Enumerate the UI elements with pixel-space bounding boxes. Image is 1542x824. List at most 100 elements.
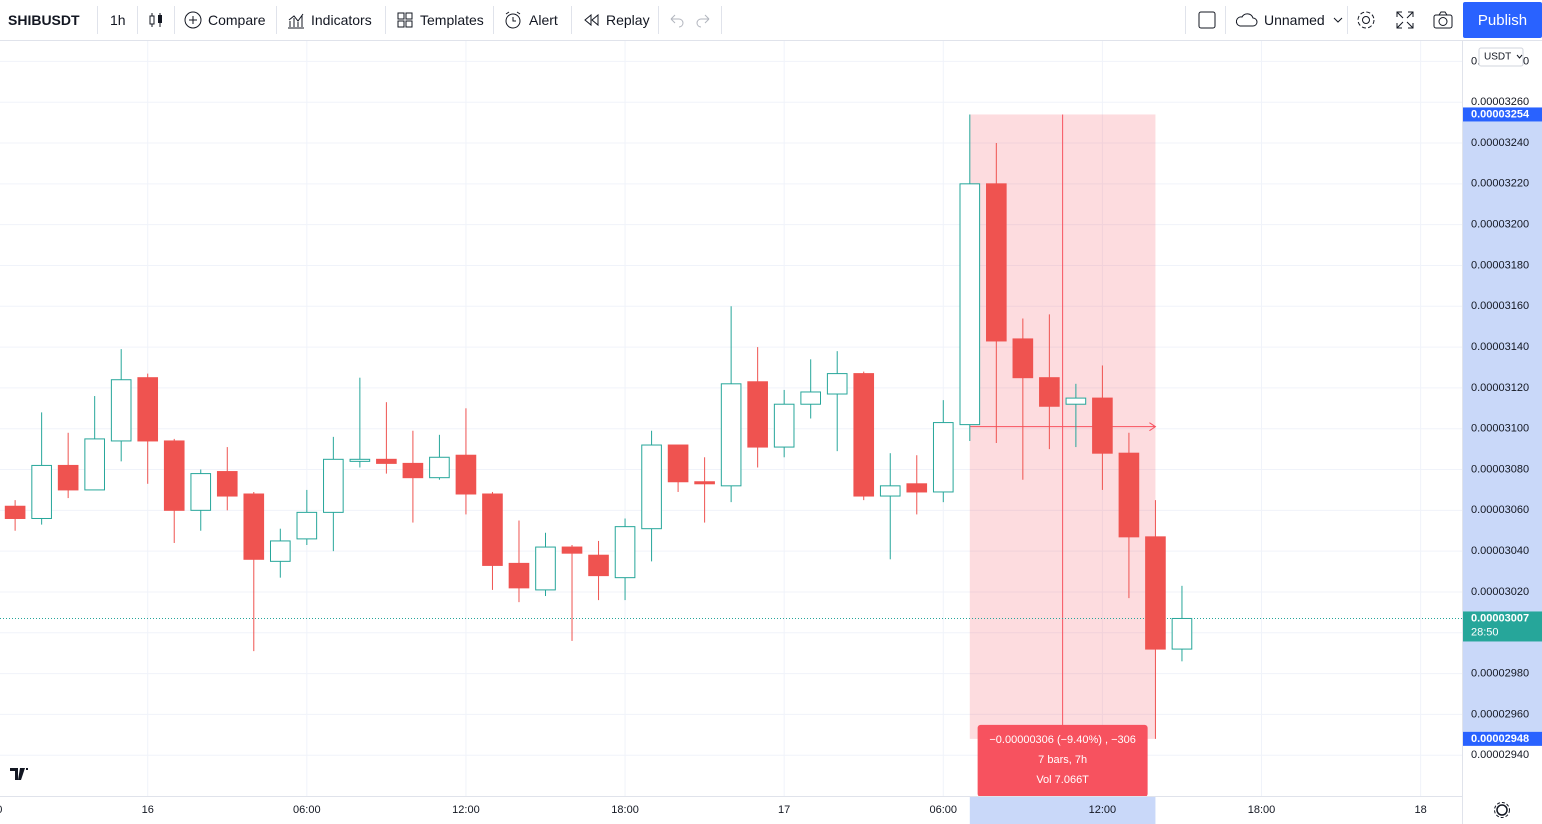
y-tick-label: 0.00003040	[1471, 545, 1529, 557]
x-tick-label: 17	[778, 804, 790, 816]
candle	[508, 520, 530, 603]
candle-body	[269, 540, 291, 562]
candle-body	[1118, 452, 1140, 538]
candle	[826, 351, 848, 452]
tv-logo	[10, 768, 28, 780]
y-tick-label: 0.00003060	[1471, 504, 1529, 516]
last-price-label-bg	[1463, 611, 1542, 642]
candle	[57, 432, 79, 499]
alert-button[interactable]: Alert	[503, 0, 558, 40]
candle	[986, 143, 1007, 443]
candle	[402, 430, 424, 523]
candle-body	[1145, 536, 1166, 650]
candle-body	[323, 458, 344, 513]
y-tick-label: 0.00003180	[1471, 259, 1529, 271]
candle	[376, 402, 397, 474]
templates-button[interactable]: Templates	[396, 0, 484, 40]
measure-box	[977, 724, 1148, 797]
candle-body	[57, 464, 79, 491]
candle	[641, 430, 662, 562]
indicators-button[interactable]: Indicators	[287, 0, 372, 40]
candle	[561, 545, 583, 641]
interval[interactable]: 1h	[110, 12, 126, 28]
candle	[614, 518, 636, 601]
publish-button[interactable]: Publish	[1463, 2, 1542, 38]
candle	[667, 444, 689, 492]
candle-body	[296, 511, 318, 540]
candle-body	[243, 493, 265, 560]
undo-redo[interactable]	[668, 0, 712, 40]
x-tick-label: 18:00	[1248, 804, 1276, 816]
candle	[31, 412, 52, 525]
candle	[4, 500, 26, 531]
y-tick-label: 0.00003020	[1471, 586, 1529, 598]
candle-body	[216, 471, 238, 497]
candle-body	[1012, 338, 1034, 379]
settings-button[interactable]	[1355, 0, 1377, 40]
plot	[0, 41, 1462, 796]
candle	[84, 396, 105, 491]
compare-button[interactable]: Compare	[184, 0, 266, 40]
y-tick-label: 0.00003140	[1471, 341, 1529, 353]
chart-type[interactable]	[147, 0, 165, 40]
replay-label: Replay	[606, 12, 650, 28]
y-tick-label: 0.00003220	[1471, 178, 1529, 190]
candle-body	[402, 462, 424, 479]
candle	[720, 306, 742, 503]
range-low-label: 0.00002948	[1471, 733, 1529, 745]
candle-body	[1092, 397, 1113, 454]
candle	[853, 371, 875, 501]
candle	[190, 469, 212, 531]
y-tick-label: 0.00003080	[1471, 463, 1529, 475]
candle	[1039, 314, 1060, 450]
candle-body	[1039, 377, 1060, 407]
x-tick-label: 18:00	[611, 804, 639, 816]
currency-badge-bg	[1478, 47, 1524, 67]
candle-body	[429, 456, 450, 479]
y-tick-label: 0.00003120	[1471, 382, 1529, 394]
candle-body	[1065, 397, 1087, 405]
candle	[932, 400, 954, 503]
candle-body	[561, 546, 583, 554]
replay-button[interactable]: Replay	[582, 0, 650, 40]
y-tick-label: 0.00002960	[1471, 708, 1529, 720]
candle-body	[773, 403, 795, 448]
snapshot-button[interactable]	[1432, 0, 1454, 40]
candle-body	[455, 454, 477, 495]
candle	[216, 447, 238, 511]
candle-body	[641, 444, 662, 530]
candle-body	[826, 373, 848, 395]
candle-body	[376, 458, 397, 464]
x-tick-label: 18	[1415, 804, 1427, 816]
candle	[879, 453, 901, 560]
candle-body	[163, 440, 185, 511]
fullscreen-button[interactable]	[1395, 0, 1415, 40]
candle	[110, 349, 132, 462]
candle-body	[879, 485, 901, 497]
candle	[773, 389, 795, 458]
x-tick-label: 12:00	[1089, 804, 1117, 816]
candle	[482, 491, 503, 590]
candle-body	[137, 377, 159, 442]
candle	[296, 489, 318, 546]
y-tick-label: 0.00003100	[1471, 423, 1529, 435]
candle	[455, 408, 477, 515]
layout-toggle[interactable]	[1197, 0, 1217, 40]
indicators-label: Indicators	[311, 12, 372, 28]
candle	[1092, 365, 1113, 490]
measure-arrow	[969, 422, 1157, 432]
time-axis-range	[969, 797, 1156, 824]
x-tick-label: 12:00	[452, 804, 480, 816]
layout-menu[interactable]: Unnamed	[1234, 0, 1345, 40]
symbol[interactable]: SHIBUSDT	[8, 12, 80, 28]
candle	[349, 377, 371, 468]
candle-body	[1171, 617, 1193, 650]
candle-body	[4, 505, 26, 519]
candle	[1065, 383, 1087, 448]
range-high-label-bg	[1463, 107, 1542, 122]
x-tick-label: 16	[142, 804, 154, 816]
settings-icon-outer	[1494, 802, 1510, 818]
measure-text: Vol 7.066T	[1036, 774, 1089, 786]
candle	[1145, 500, 1166, 739]
last-price-label: 0.00003007	[1471, 612, 1529, 624]
